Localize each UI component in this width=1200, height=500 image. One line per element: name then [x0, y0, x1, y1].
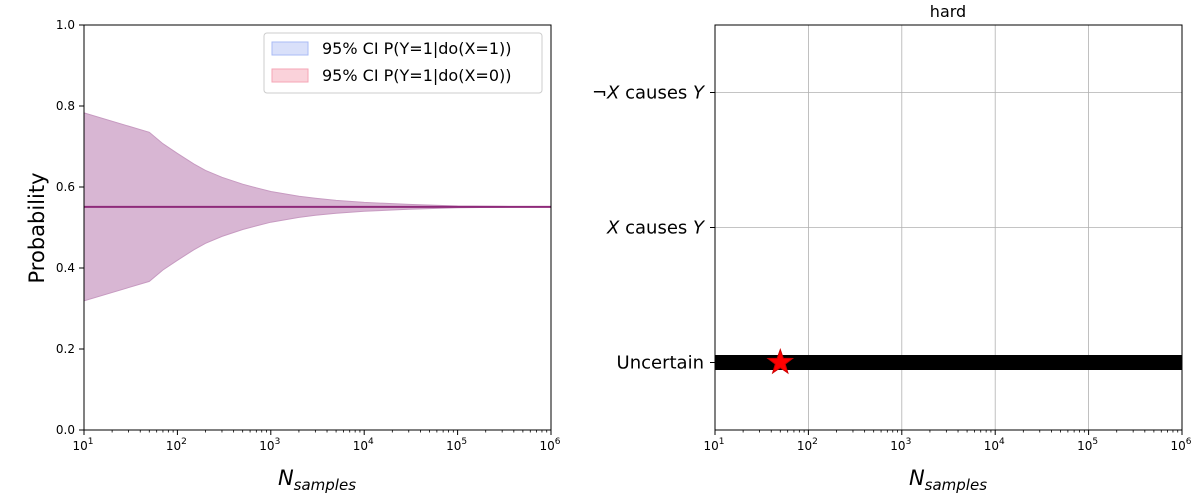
right-x-axis-title: Nsamples: [909, 466, 987, 494]
left-x-axis-title: Nsamples: [278, 466, 356, 494]
right-x-tick-label-4: 105: [1077, 437, 1098, 453]
left-x-tick-label-4: 105: [446, 437, 467, 453]
right-x-ticks: 101 102 103 104 105 106: [703, 430, 1192, 453]
legend-swatch-x1: [271, 41, 309, 56]
right-y-tick-label-1: X causes Y: [606, 218, 706, 239]
left-y-tick-label-5: 1.0: [56, 18, 75, 32]
right-x-tick-label-5: 106: [1170, 437, 1191, 453]
legend-label-x0: 95% CI P(Y=1|do(X=0)): [322, 66, 511, 85]
left-x-tick-label-0: 101: [72, 437, 93, 453]
left-plot-frame: [83, 24, 552, 431]
left-y-tick-label-3: 0.6: [56, 180, 75, 194]
left-x-ticks: 101 102 103 104 105 106: [72, 430, 561, 453]
right-x-tick-label-1: 102: [797, 437, 818, 453]
left-x-tick-label-5: 106: [539, 437, 560, 453]
left-y-tick-label-1: 0.2: [56, 342, 75, 356]
right-y-tick-label-0: Uncertain: [617, 353, 704, 374]
left-y-axis-title: Probability: [25, 172, 49, 283]
left-x-axis-title-main: N: [278, 466, 294, 490]
right-plot-title: hard: [930, 2, 966, 21]
right-chart: hard 101 102 103 104 105 106 Uncertain X cause…: [592, 2, 1192, 494]
right-x-tick-label-2: 103: [890, 437, 911, 453]
right-x-tick-label-3: 104: [984, 437, 1005, 453]
left-x-tick-label-3: 104: [353, 437, 374, 453]
left-y-ticks: 0.0 0.2 0.4 0.6 0.8 1.0: [56, 18, 84, 437]
left-y-tick-label-0: 0.0: [56, 423, 75, 437]
right-x-axis-title-sub: samples: [925, 476, 988, 494]
legend-label-x1: 95% CI P(Y=1|do(X=1)): [322, 39, 511, 58]
left-x-tick-label-1: 102: [166, 437, 187, 453]
right-y-ticks: Uncertain X causes Y ¬X causes Y: [592, 83, 715, 374]
left-y-tick-label-4: 0.8: [56, 99, 75, 113]
legend: 95% CI P(Y=1|do(X=1)) 95% CI P(Y=1|do(X=…: [263, 32, 543, 94]
left-y-tick-label-2: 0.4: [56, 261, 75, 275]
legend-swatch-x0: [271, 68, 309, 83]
left-x-axis-title-sub: samples: [294, 476, 357, 494]
left-chart: 101 102 103 104 105 106 0.0 0.2 0.4 0.6 0.8 1.0 Pr…: [25, 18, 561, 494]
right-x-axis-title-main: N: [909, 466, 925, 490]
left-x-tick-label-2: 103: [259, 437, 280, 453]
legend-box: [263, 32, 543, 94]
star-marker: [766, 347, 795, 375]
right-x-tick-label-0: 101: [703, 437, 724, 453]
right-y-tick-label-2: ¬X causes Y: [592, 83, 706, 104]
